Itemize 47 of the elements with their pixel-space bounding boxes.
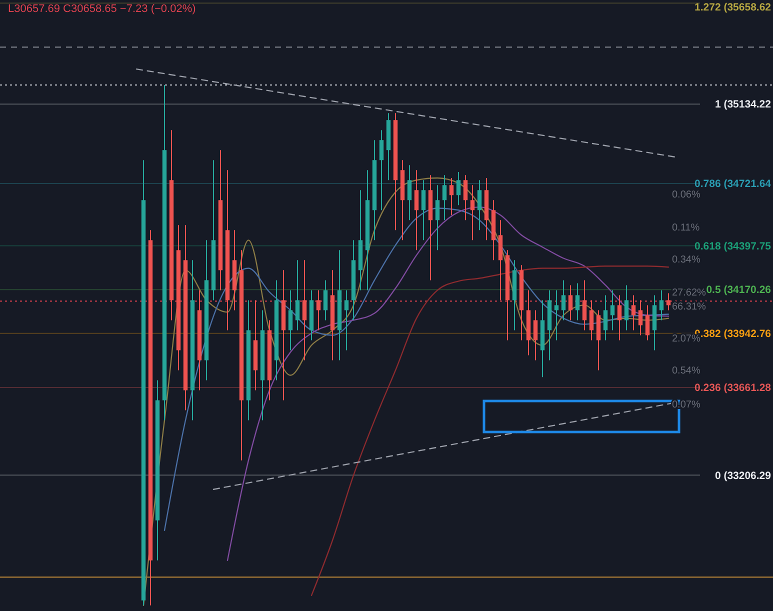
candlestick — [407, 164, 412, 221]
annotation: 27.62% — [672, 288, 706, 298]
candlestick — [456, 172, 461, 206]
annotation: 0.06% — [672, 190, 700, 200]
ref-line-label: 0 (33206.29 — [714, 470, 772, 482]
candlestick — [323, 280, 328, 321]
candlestick — [414, 170, 419, 251]
annotation: 66.31% — [672, 302, 706, 312]
annotation: 0.34% — [672, 254, 700, 266]
candlestick — [631, 294, 636, 331]
annotation: L30657.69 C30658.65 −7.23 (−0.02%) — [8, 3, 196, 15]
candlestick — [421, 180, 426, 241]
candlestick — [617, 294, 622, 341]
candlestick — [295, 260, 300, 331]
annotation: 0.11% — [672, 222, 700, 234]
candlestick — [666, 292, 671, 311]
ref-line-label: 0.5 (34170.26 — [706, 284, 772, 296]
candlestick — [316, 290, 321, 331]
candlestick — [575, 282, 580, 321]
candlestick — [288, 290, 293, 351]
candlestick — [477, 180, 482, 231]
candlestick — [449, 178, 454, 216]
candlestick — [435, 184, 440, 251]
ref-line-label: 0.236 (33661.28 — [694, 382, 772, 394]
ref-line-label: 0.786 (34721.64 — [694, 178, 772, 190]
candlestick — [463, 174, 468, 221]
candlestick — [582, 280, 587, 331]
candlestick — [302, 260, 307, 361]
candlestick — [554, 290, 559, 341]
candlestick — [659, 290, 664, 321]
candlestick — [589, 300, 594, 341]
ref-line-label: 0.618 (34397.75 — [694, 240, 772, 252]
candlestick — [470, 184, 475, 241]
candlestick — [624, 284, 629, 331]
candlestick — [603, 294, 608, 341]
candlestick — [610, 290, 615, 331]
ref-line-label: 1 (35134.22 — [714, 98, 772, 111]
candlestick — [638, 300, 643, 336]
candlestick — [533, 310, 538, 361]
candlestick — [442, 174, 447, 221]
candlestick — [568, 284, 573, 321]
candlestick — [561, 280, 566, 321]
annotation: 0.54% — [672, 366, 700, 376]
candlestick — [344, 290, 349, 351]
candlestick — [379, 130, 384, 211]
candlestick — [645, 304, 650, 341]
ref-line-label: 1.272 (35658.62 — [694, 2, 772, 14]
